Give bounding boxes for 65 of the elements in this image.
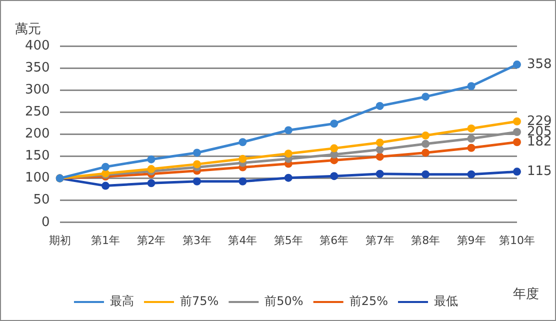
point [238, 177, 247, 186]
point [513, 60, 521, 69]
point [284, 126, 292, 134]
point [147, 179, 156, 188]
point [376, 152, 384, 161]
annotation: 358 [527, 56, 552, 72]
legend-label: 前50% [264, 294, 304, 308]
point [192, 177, 201, 186]
point [513, 117, 521, 126]
point [330, 172, 338, 180]
annotation: 115 [527, 164, 552, 180]
point [376, 170, 384, 178]
x-tick-label: 第2年 [136, 234, 166, 247]
x-tick-label: 第3年 [182, 234, 212, 247]
point [422, 170, 430, 178]
point [513, 128, 521, 136]
y-tick-label: 50 [33, 192, 50, 208]
x-tick-label: 第4年 [228, 234, 258, 247]
point [192, 148, 201, 157]
point [376, 146, 384, 154]
y-tick-label: 200 [24, 126, 50, 142]
y-tick-label: 400 [24, 38, 50, 54]
x-tick-label: 第8年 [411, 234, 440, 247]
y-tick-label: 250 [24, 104, 50, 120]
point [147, 155, 156, 164]
point [238, 138, 247, 146]
point [467, 170, 476, 178]
point [102, 162, 110, 171]
y-tick-label: 350 [24, 60, 50, 76]
legend-label: 前25% [349, 294, 388, 308]
legend-label: 最低 [434, 294, 458, 308]
point [467, 82, 476, 90]
x-tick-label: 第5年 [274, 234, 303, 247]
x-tick-label: 第10年 [499, 234, 535, 247]
point [330, 120, 338, 128]
point [284, 150, 292, 158]
y-tick-label: 0 [42, 214, 50, 230]
point [376, 102, 384, 110]
x-tick-label: 第7年 [365, 234, 394, 247]
point [422, 148, 430, 157]
legend-label: 前75% [180, 294, 219, 308]
y-axis-title: 萬元 [15, 22, 41, 37]
point [192, 160, 201, 168]
point [513, 138, 521, 146]
point [330, 144, 338, 152]
point [422, 92, 430, 101]
point [422, 140, 430, 148]
x-axis-title: 年度 [513, 286, 539, 302]
y-tick-label: 150 [24, 148, 50, 164]
x-tick-label: 第9年 [456, 234, 486, 247]
point [467, 144, 476, 152]
y-tick-label: 300 [24, 82, 50, 98]
point [238, 154, 247, 163]
legend-label: 最高 [110, 294, 134, 308]
point [376, 138, 384, 147]
point [102, 182, 110, 190]
x-tick-label: 第6年 [320, 234, 349, 247]
x-tick-label: 期初 [48, 234, 71, 247]
point [284, 174, 292, 182]
point [467, 124, 476, 132]
point [467, 134, 476, 143]
point [422, 132, 430, 140]
y-tick-label: 100 [24, 170, 50, 186]
x-tick-label: 第1年 [91, 234, 120, 247]
point [513, 168, 521, 176]
